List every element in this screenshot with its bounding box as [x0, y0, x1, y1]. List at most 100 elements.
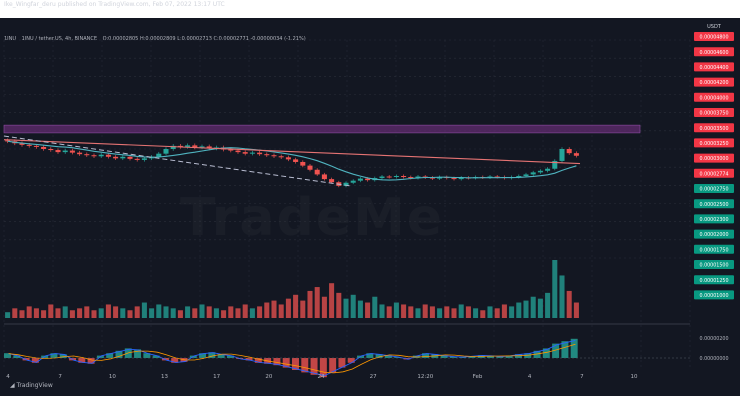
macd-histogram-bar — [292, 358, 299, 370]
candle-body — [537, 170, 543, 173]
candle-body — [458, 177, 464, 180]
price-label-box — [694, 275, 734, 285]
volume-bar — [69, 310, 75, 318]
candle-body — [264, 154, 270, 156]
volume-bar — [177, 310, 183, 318]
candle-body — [494, 176, 500, 178]
price-label-box — [694, 290, 734, 300]
candle-body — [552, 160, 558, 169]
price-label-text: 0.00003000 — [700, 156, 729, 162]
price-label-text: 0.00001250 — [700, 278, 729, 284]
candle-body — [127, 156, 133, 159]
volume-bar — [401, 304, 407, 318]
candle-body — [379, 176, 385, 179]
volume-bar — [480, 310, 486, 318]
volume-bar — [422, 304, 428, 318]
volume-bar — [415, 308, 421, 318]
volume-bar — [141, 302, 147, 318]
volume-bar — [329, 283, 335, 318]
candle-body — [48, 149, 54, 151]
macd-histogram-bar — [552, 343, 560, 358]
macd-histogram-bar — [524, 353, 532, 358]
x-tick-label: 27 — [370, 374, 377, 380]
price-chart[interactable]: 0.00004800 0.00004600 0.00004400 0.00004200… — [0, 18, 740, 396]
volume-bar — [105, 304, 111, 318]
candle-body — [321, 174, 327, 180]
symbol-name: 1INU — [4, 36, 17, 42]
resistance-zone — [3, 124, 641, 134]
macd-histogram-bar — [310, 358, 318, 375]
candle-body — [429, 177, 435, 179]
price-label-text: 0.00002300 — [700, 217, 729, 223]
volume-bar — [242, 304, 248, 318]
volume-bar — [437, 308, 443, 318]
macd-histogram-bar — [347, 358, 355, 363]
macd-histogram-bar — [143, 353, 151, 358]
candle-body — [134, 158, 140, 160]
macd-histogram-bar — [13, 355, 21, 358]
macd-histogram-bar — [487, 355, 495, 358]
volume-bar — [530, 296, 536, 318]
macd-signal-line — [8, 343, 576, 374]
price-label-text: 0.00004600 — [700, 50, 729, 56]
volume-bar — [300, 300, 306, 318]
price-label-box — [694, 138, 734, 148]
candle-body — [242, 152, 248, 154]
macd-histogram-bar — [106, 353, 114, 358]
volume-bar — [213, 308, 219, 318]
x-tick-label: 7 — [58, 374, 62, 380]
macd-histogram-bar — [282, 358, 290, 368]
candle-body — [206, 146, 212, 149]
candle-body — [285, 157, 291, 160]
candle-body — [271, 155, 277, 157]
volume-bar — [91, 310, 97, 318]
candle-body — [41, 146, 47, 149]
candle-body — [278, 156, 284, 158]
price-label-box — [694, 153, 734, 163]
publisher-line: Ike_Wingfar_deru published on TradingVie… — [4, 1, 225, 8]
x-tick-label: 13 — [161, 374, 168, 380]
candle-body — [393, 175, 399, 178]
candle-body — [451, 178, 457, 180]
chart-frame[interactable]: TradeMe 1INU 1INU / tether.US, 4h, BINAN… — [0, 18, 740, 396]
candle-body — [516, 175, 522, 178]
volume-bar — [293, 294, 299, 318]
volume-bar — [393, 302, 399, 318]
macd-histogram-bar — [319, 358, 327, 378]
volume-bar — [84, 306, 90, 318]
candle-body — [77, 152, 83, 155]
macd-histogram-bar — [199, 353, 207, 358]
x-tick-label: 20 — [265, 374, 272, 380]
candle-body — [113, 156, 119, 159]
volume-bar — [487, 306, 493, 318]
volume-bar — [343, 298, 349, 318]
macd-scale-label: 0.00000200 — [700, 336, 729, 342]
volume-bar — [41, 310, 47, 318]
candle-body — [33, 145, 39, 147]
candle-body — [314, 169, 320, 175]
volume-bar — [120, 308, 126, 318]
volume-bar — [357, 300, 363, 318]
ma-long-line — [3, 139, 581, 165]
price-label-box — [694, 229, 734, 239]
macd-histogram-bar — [217, 354, 225, 358]
macd-histogram-bar — [273, 358, 281, 366]
price-label-box — [694, 62, 734, 72]
macd-histogram-bar — [384, 355, 392, 358]
volume-bar — [199, 304, 205, 318]
candle-body — [235, 150, 241, 153]
candle-body — [545, 168, 551, 171]
macd-histogram-bar — [561, 341, 569, 358]
macd-histogram-bar — [50, 353, 58, 358]
candle-body — [69, 150, 75, 153]
candle-body — [257, 152, 263, 155]
volume-bar — [372, 296, 378, 318]
x-tick-label: 12:20 — [417, 374, 433, 380]
volume-bar — [336, 292, 342, 318]
trendline — [3, 135, 351, 187]
macd-histogram-bar — [254, 358, 262, 363]
price-label-box — [694, 77, 734, 87]
brand-label: TradingView — [16, 382, 53, 389]
price-label-text: 0.00004200 — [700, 80, 729, 86]
symbol-line: 1INU 1INU / tether.US, 4h, BINANCE O:0.0… — [4, 36, 310, 42]
